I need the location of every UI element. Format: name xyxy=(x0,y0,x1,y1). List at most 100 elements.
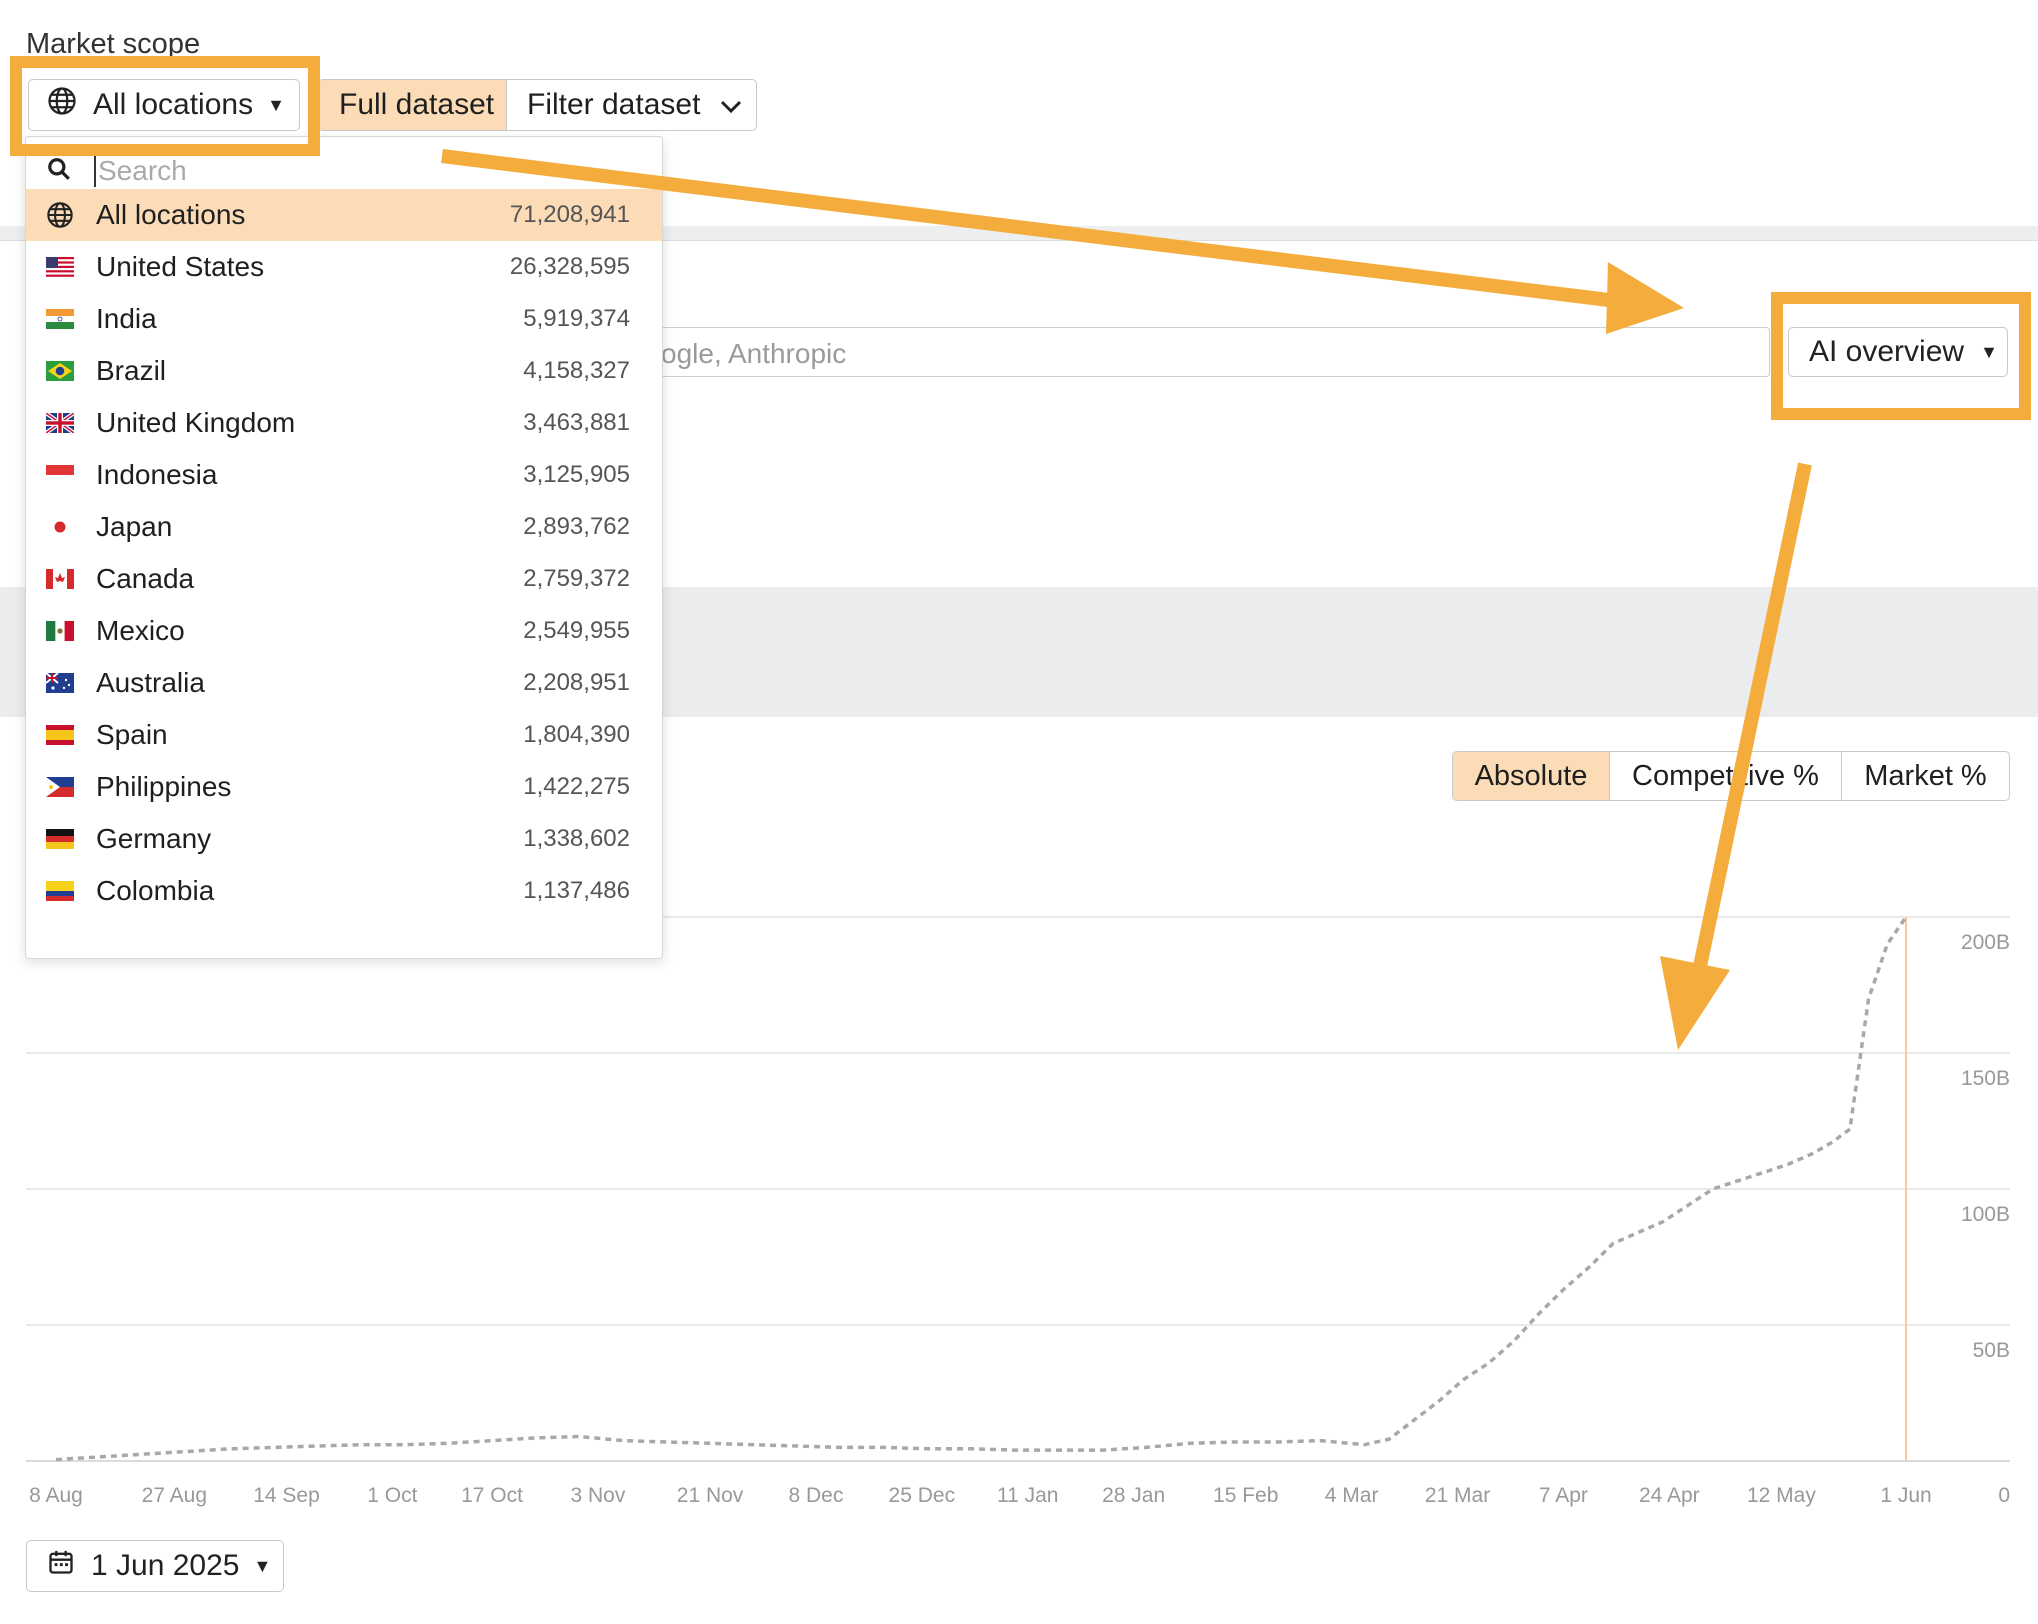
x-tick-label: 4 Mar xyxy=(1325,1484,1379,1507)
y-tick-label: 50B xyxy=(1973,1339,2010,1362)
y-tick-label: 200B xyxy=(1961,931,2010,954)
location-name: Spain xyxy=(96,719,168,750)
location-name: Brazil xyxy=(96,355,167,386)
location-name: Germany xyxy=(96,823,212,854)
full-dataset-button[interactable]: Full dataset xyxy=(319,80,507,130)
ai-overview-button[interactable]: AI overview ▼ xyxy=(1788,327,2008,377)
dataset-toggle: Full dataset Filter dataset xyxy=(318,79,757,131)
location-name: Philippines xyxy=(96,771,232,802)
x-tick-label: 11 Jan xyxy=(997,1484,1059,1507)
location-name: Colombia xyxy=(96,875,215,906)
location-name: Japan xyxy=(96,511,173,542)
location-item-japan[interactable]: Japan 2,893,762 xyxy=(26,501,662,553)
x-tick-label: 12 May xyxy=(1747,1484,1816,1507)
location-name: Canada xyxy=(96,563,195,594)
x-tick-label: 1 Jun xyxy=(1880,1484,1931,1507)
x-tick-label: 21 Mar xyxy=(1425,1484,1490,1507)
y-tick-label: 0 xyxy=(1998,1484,2010,1507)
calendar-icon xyxy=(47,1548,75,1584)
location-count: 2,759,372 xyxy=(523,565,630,592)
caret-down-icon: ▼ xyxy=(267,94,285,115)
location-count: 2,208,951 xyxy=(523,669,630,696)
location-name: All locations xyxy=(96,199,246,230)
location-item-mexico[interactable]: Mexico 2,549,955 xyxy=(26,605,662,657)
market-percent-button[interactable]: Market % xyxy=(1864,759,1987,792)
x-tick-label: 8 Dec xyxy=(789,1484,844,1507)
chevron-down-icon xyxy=(720,88,742,122)
location-count: 2,549,955 xyxy=(523,617,630,644)
flag-au-icon xyxy=(46,673,74,693)
location-count: 1,422,275 xyxy=(523,773,630,800)
location-name: Australia xyxy=(96,667,205,698)
competitive-percent-button[interactable]: Competitive % xyxy=(1610,752,1842,800)
ai-overview-label: AI overview xyxy=(1809,335,1965,368)
x-tick-label: 27 Aug xyxy=(142,1484,207,1507)
location-name: United States xyxy=(96,251,265,282)
absolute-button[interactable]: Absolute xyxy=(1453,752,1610,800)
flag-co-icon xyxy=(46,881,74,901)
location-count: 3,463,881 xyxy=(523,409,630,436)
location-item-united-kingdom[interactable]: United Kingdom 3,463,881 xyxy=(26,397,662,449)
traffic-line-chart: 200B 150B 100B 50B 0 8 Aug 27 Aug 14 Sep 1 Oct 1… xyxy=(26,916,2010,1507)
x-tick-label: 25 Dec xyxy=(889,1484,956,1507)
series-line xyxy=(55,916,1908,1462)
filter-dataset-label: Filter dataset xyxy=(527,88,701,121)
metric-toggle: Absolute Competitive % Market % xyxy=(1452,751,2010,801)
location-dropdown: Search All locations 71,208,941 United Sta… xyxy=(25,136,663,959)
y-tick-label: 100B xyxy=(1961,1203,2010,1226)
location-name: Mexico xyxy=(96,615,185,646)
globe-icon xyxy=(47,86,77,124)
location-count: 1,338,602 xyxy=(523,825,630,852)
caret-down-icon: ▼ xyxy=(253,1555,272,1576)
search-placeholder: Search xyxy=(94,155,187,187)
flag-us-icon xyxy=(46,257,74,277)
x-tick-label: 15 Feb xyxy=(1213,1484,1278,1507)
flag-ph-icon xyxy=(46,777,74,797)
location-item-spain[interactable]: Spain 1,804,390 xyxy=(26,709,662,761)
date-label: 1 Jun 2025 xyxy=(91,1549,240,1582)
location-count: 5,919,374 xyxy=(523,305,630,332)
competitor-search-input[interactable]: ogle, Anthropic xyxy=(640,327,1770,377)
location-count: 1,804,390 xyxy=(523,721,630,748)
filter-dataset-button[interactable]: Filter dataset xyxy=(507,80,756,130)
location-item-united-states[interactable]: United States 26,328,595 xyxy=(26,241,662,293)
x-tick-label: 1 Oct xyxy=(367,1484,417,1507)
flag-gb-icon xyxy=(46,413,74,433)
search-icon xyxy=(46,156,72,187)
x-tick-label: 17 Oct xyxy=(461,1484,523,1507)
location-item-canada[interactable]: Canada 2,759,372 xyxy=(26,553,662,605)
flag-mx-icon xyxy=(46,621,74,641)
x-tick-label: 24 Apr xyxy=(1639,1484,1700,1507)
location-item-all-locations[interactable]: All locations 71,208,941 xyxy=(26,189,662,241)
location-name: India xyxy=(96,303,157,334)
market-scope-label: Market scope xyxy=(26,28,201,60)
location-count: 2,893,762 xyxy=(523,513,630,540)
location-item-brazil[interactable]: Brazil 4,158,327 xyxy=(26,345,662,397)
date-picker-button[interactable]: 1 Jun 2025 ▼ xyxy=(26,1540,284,1592)
location-item-germany[interactable]: Germany 1,338,602 xyxy=(26,813,662,865)
flag-de-icon xyxy=(46,829,74,849)
location-count: 4,158,327 xyxy=(523,357,630,384)
location-item-india[interactable]: India 5,919,374 xyxy=(26,293,662,345)
x-tick-label: 28 Jan xyxy=(1102,1484,1165,1507)
y-tick-label: 150B xyxy=(1961,1067,2010,1090)
x-tick-label: 7 Apr xyxy=(1539,1484,1588,1507)
location-selector-label: All locations xyxy=(93,88,254,121)
location-item-indonesia[interactable]: Indonesia 3,125,905 xyxy=(26,449,662,501)
location-item-colombia[interactable]: Colombia 1,137,486 xyxy=(26,865,662,917)
x-tick-label: 21 Nov xyxy=(677,1484,744,1507)
flag-jp-icon xyxy=(46,517,74,537)
location-item-philippines[interactable]: Philippines 1,422,275 xyxy=(26,761,662,813)
location-count: 71,208,941 xyxy=(509,201,630,228)
flag-id-icon xyxy=(46,465,74,485)
location-count: 26,328,595 xyxy=(509,253,630,280)
location-name: United Kingdom xyxy=(96,407,296,438)
location-selector-button[interactable]: All locations ▼ xyxy=(28,79,300,131)
location-item-australia[interactable]: Australia 2,208,951 xyxy=(26,657,662,709)
x-tick-label: 14 Sep xyxy=(253,1484,320,1507)
flag-br-icon xyxy=(46,361,74,381)
location-count: 3,125,905 xyxy=(523,461,630,488)
x-tick-label: 3 Nov xyxy=(570,1484,625,1507)
flag-es-icon xyxy=(46,725,74,745)
location-count: 1,137,486 xyxy=(523,877,630,904)
